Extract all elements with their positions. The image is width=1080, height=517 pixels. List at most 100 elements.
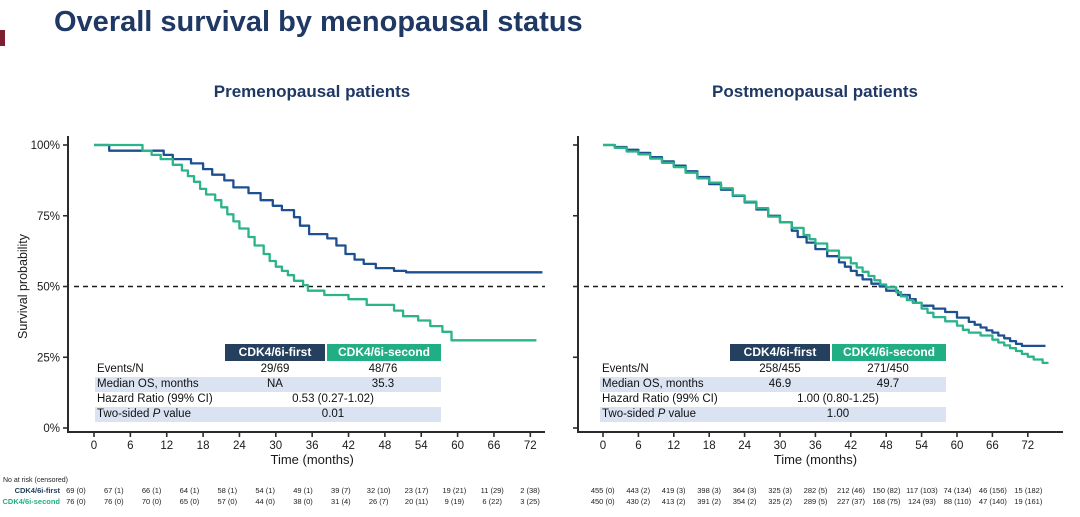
stats-row-label-part: P: [152, 408, 161, 420]
y-tick-label: 75%: [37, 211, 60, 223]
at-risk-value: 124 (93): [907, 497, 936, 506]
x-tick-label: 42: [342, 440, 355, 452]
stats-row-label: Hazard Ratio (99% CI): [602, 393, 718, 405]
x-tick-label: 54: [915, 440, 928, 452]
stats-header-spacer: [600, 344, 730, 361]
stats-row-label: Median OS, months: [97, 378, 199, 390]
at-risk-value: 117 (103): [906, 486, 938, 495]
stats-value-second: 271/450: [867, 363, 909, 375]
x-tick-label: 0: [91, 440, 97, 452]
stats-row: Two-sided P value 1.00: [600, 407, 946, 422]
stats-value-second: 49.7: [876, 378, 900, 390]
km-plot-premenopausal: 0 6 12 18 24 30 36 42 48 54 60 66 72 Time (months) 100…: [16, 136, 545, 467]
at-risk-value: 19 (161): [1014, 497, 1043, 506]
x-tick-label: 12: [160, 440, 173, 452]
stats-header-cdk46i-first: CDK4/6i-first: [730, 344, 830, 361]
x-tick-label: 6: [127, 440, 133, 452]
at-risk-value: 391 (2): [697, 497, 722, 506]
x-tick-label: 36: [809, 440, 822, 452]
x-tick-label: 24: [738, 440, 751, 452]
stats-header-cdk46i-second: CDK4/6i-second: [832, 344, 946, 361]
x-tick-label: 0: [600, 440, 606, 452]
stats-value-span: 1.00 (0.80-1.25): [797, 393, 879, 405]
x-tick-label: 72: [1021, 440, 1034, 452]
x-axis-title: Time (months): [774, 452, 857, 467]
km-curve-cdk4-6i-second: [603, 143, 1049, 365]
axes: [577, 136, 1063, 433]
at-risk-value: 26 (7): [368, 497, 389, 506]
at-risk-value: 227 (37): [837, 497, 865, 506]
x-tick-label: 66: [488, 440, 501, 452]
at-risk-value: 49 (1): [293, 486, 313, 495]
km-curve-cdk4-6i-first: [94, 143, 543, 274]
stats-value-second: 48/76: [368, 363, 398, 375]
y-axis-title: Survival probability: [16, 233, 30, 339]
x-tick-label: 42: [844, 440, 857, 452]
at-risk-value: 443 (2): [626, 486, 651, 495]
at-risk-value: 364 (3): [732, 486, 757, 495]
stats-value-span: 0.01: [321, 408, 345, 420]
at-risk-value: 325 (3): [768, 486, 792, 495]
stats-value-first: 29/69: [260, 363, 290, 375]
x-tick-label: 60: [451, 440, 464, 452]
stats-value-first: 46.9: [768, 378, 792, 390]
x-tick-label: 72: [524, 440, 537, 452]
at-risk-value: 3 (25): [520, 497, 540, 506]
stats-row-label: Events/N: [97, 363, 144, 375]
stats-row: Hazard Ratio (99% CI) 1.00 (0.80-1.25): [600, 392, 946, 407]
at-risk-value: 9 (19): [444, 497, 465, 506]
x-tick-label: 24: [233, 440, 246, 452]
stats-header-cdk46i-second: CDK4/6i-second: [327, 344, 441, 361]
stats-row-label: Two-sided P value: [600, 407, 730, 422]
x-axis-title: Time (months): [271, 452, 354, 467]
km-curve-cdk4-6i-second: [94, 143, 537, 342]
stats-table-premenopausal: CDK4/6i-first CDK4/6i-second Events/N 29/69…: [95, 344, 441, 422]
at-risk-values-postmenopausal: 455 (0) 443 (2) 419 (3) 398 (3) 364 (3) 325 (…: [585, 486, 1046, 495]
panel-title-premenopausal: Premenopausal patients: [213, 82, 411, 101]
at-risk-value: 74 (134): [943, 486, 972, 495]
x-tick-label: 66: [986, 440, 999, 452]
at-risk-value: 76 (0): [66, 497, 86, 506]
at-risk-value: 31 (4): [331, 497, 351, 506]
at-risk-value: 39 (7): [331, 486, 351, 495]
at-risk-value: 2 (38): [520, 486, 540, 495]
at-risk-value: 413 (2): [661, 497, 686, 506]
y-tick-label: 50%: [37, 282, 60, 294]
at-risk-value: 11 (29): [480, 486, 504, 495]
at-risk-group-label: CDK4/6i-first: [14, 486, 60, 495]
y-tick-label: 25%: [37, 352, 60, 364]
stats-row-label: Median OS, months: [602, 378, 704, 390]
at-risk-value: 289 (5): [803, 497, 828, 506]
at-risk-value: 354 (2): [732, 497, 757, 506]
x-tick-label: 48: [378, 440, 391, 452]
at-risk-value: 65 (0): [179, 497, 200, 506]
at-risk-value: 47 (140): [978, 497, 1007, 506]
stats-row-label: Two-sided P value: [95, 407, 225, 422]
stats-row-label-part: Two-sided: [602, 408, 658, 420]
at-risk-value: 23 (17): [404, 486, 429, 495]
at-risk-value: 57 (0): [217, 497, 238, 506]
at-risk-value: 419 (3): [661, 486, 686, 495]
at-risk-value: 450 (0): [590, 497, 615, 506]
stats-value-second: 35.3: [371, 378, 395, 390]
at-risk-value: 282 (5): [803, 486, 828, 495]
x-tick-label: 60: [951, 440, 964, 452]
at-risk-value: 69 (0): [66, 486, 86, 495]
at-risk-value: 67 (1): [103, 486, 124, 495]
x-tick-label: 30: [269, 440, 282, 452]
y-tick-label: 0%: [43, 423, 60, 435]
at-risk-value: 32 (10): [366, 486, 391, 495]
stats-row: Events/N 29/69 48/76: [95, 362, 441, 377]
at-risk-value: 88 (110): [943, 497, 972, 506]
at-risk-value: 150 (82): [872, 486, 901, 495]
x-tick-label: 36: [306, 440, 319, 452]
at-risk-value: 70 (0): [141, 497, 162, 506]
stats-table-postmenopausal: CDK4/6i-first CDK4/6i-second Events/N 258/4…: [600, 344, 946, 422]
at-risk-value: 64 (1): [179, 486, 200, 495]
at-risk-values-premenopausal: 76 (0) 76 (0) 70 (0) 65 (0) 57 (0) 44 (0) 38 (…: [57, 497, 549, 506]
at-risk-value: 58 (1): [217, 486, 238, 495]
at-risk-value: 20 (11): [404, 497, 429, 506]
at-risk-value: 430 (2): [626, 497, 651, 506]
at-risk-value: 44 (0): [255, 497, 275, 506]
at-risk-values-postmenopausal: 450 (0) 430 (2) 413 (2) 391 (2) 354 (2) 325 (…: [585, 497, 1046, 506]
